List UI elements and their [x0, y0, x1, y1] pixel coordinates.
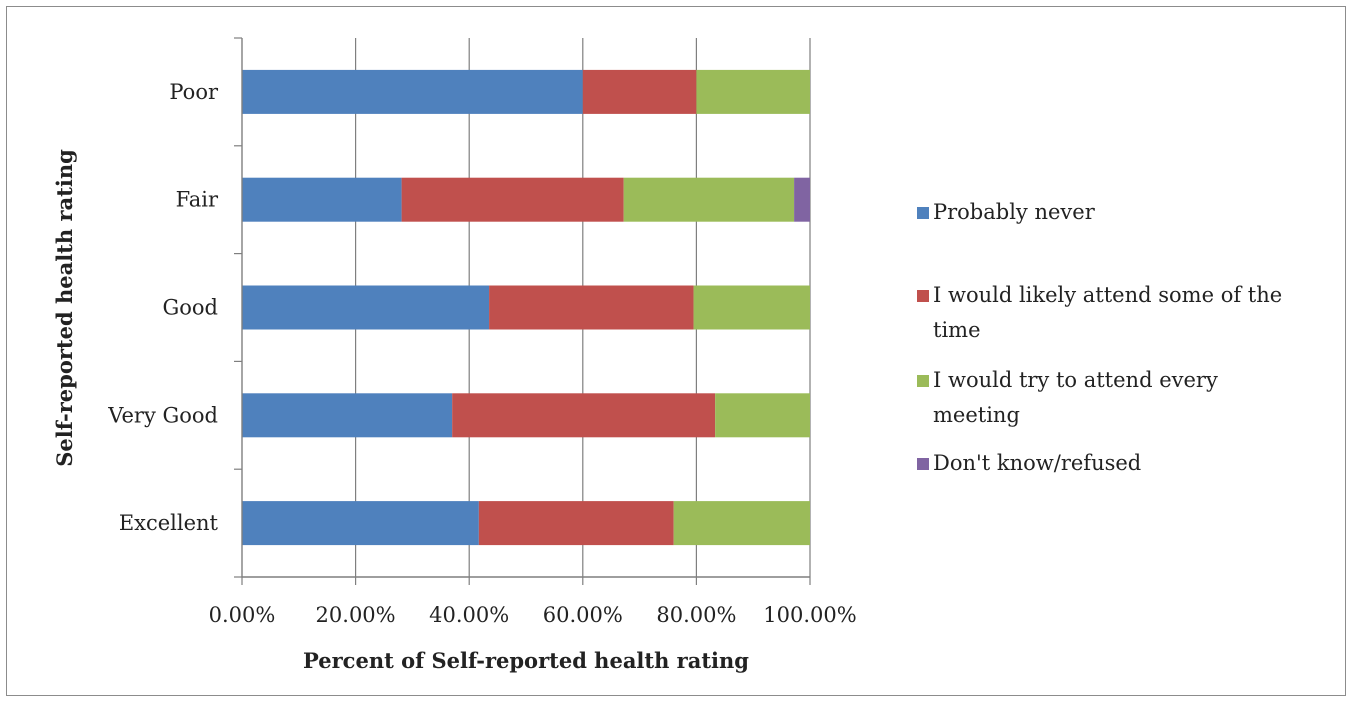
- bars: [242, 69, 810, 546]
- bar-fair-series-1: [401, 177, 624, 222]
- bar-fair-series-3: [794, 177, 810, 222]
- bar-excellent-series-0: [242, 501, 479, 546]
- bar-fair-series-0: [242, 177, 402, 222]
- x-tick-label: 60.00%: [543, 603, 623, 627]
- legend: Probably never I would likely attend some…: [917, 200, 1282, 475]
- axes: [234, 37, 811, 585]
- x-tick-label: 0.00%: [209, 603, 276, 627]
- category-label: Excellent: [119, 511, 219, 535]
- x-axis-title: Percent of Self-reported health rating: [303, 648, 749, 673]
- legend-swatch: [917, 458, 929, 470]
- category-label: Fair: [176, 188, 219, 212]
- category-labels: Excellent Very Good Good Fair Poor: [107, 80, 219, 535]
- bar-fair-series-2: [623, 177, 795, 222]
- bar-excellent-series-2: [673, 501, 810, 546]
- bar-poor-series-1: [582, 69, 697, 114]
- legend-swatch: [917, 375, 929, 387]
- bar-very-good-series-0: [242, 393, 453, 438]
- legend-label: I would try to attend every meeting: [933, 368, 1218, 427]
- bar-good-series-0: [242, 285, 490, 330]
- x-tick-label: 40.00%: [429, 603, 509, 627]
- bar-good-series-1: [489, 285, 694, 330]
- legend-swatch: [917, 290, 929, 302]
- x-tick-label: 80.00%: [656, 603, 736, 627]
- y-axis-title: Self-reported health rating: [52, 149, 77, 467]
- bar-very-good-series-2: [715, 393, 810, 438]
- bar-poor-series-0: [242, 69, 583, 114]
- x-tick-labels: 0.00% 20.00% 40.00% 60.00% 80.00% 100.00%: [209, 603, 857, 627]
- legend-swatch: [917, 207, 929, 219]
- bar-good-series-2: [693, 285, 810, 330]
- legend-label: Probably never: [933, 200, 1096, 224]
- bar-excellent-series-1: [478, 501, 674, 546]
- chart-frame: [6, 6, 1346, 696]
- bar-very-good-series-1: [452, 393, 716, 438]
- legend-label: Don't know/refused: [933, 451, 1141, 475]
- x-tick-label: 20.00%: [316, 603, 396, 627]
- category-label: Poor: [169, 80, 219, 104]
- category-label: Good: [162, 296, 218, 320]
- bar-poor-series-2: [696, 69, 810, 114]
- category-label: Very Good: [107, 403, 218, 427]
- x-tick-label: 100.00%: [763, 603, 856, 627]
- legend-label: I would likely attend some of the time: [933, 283, 1282, 342]
